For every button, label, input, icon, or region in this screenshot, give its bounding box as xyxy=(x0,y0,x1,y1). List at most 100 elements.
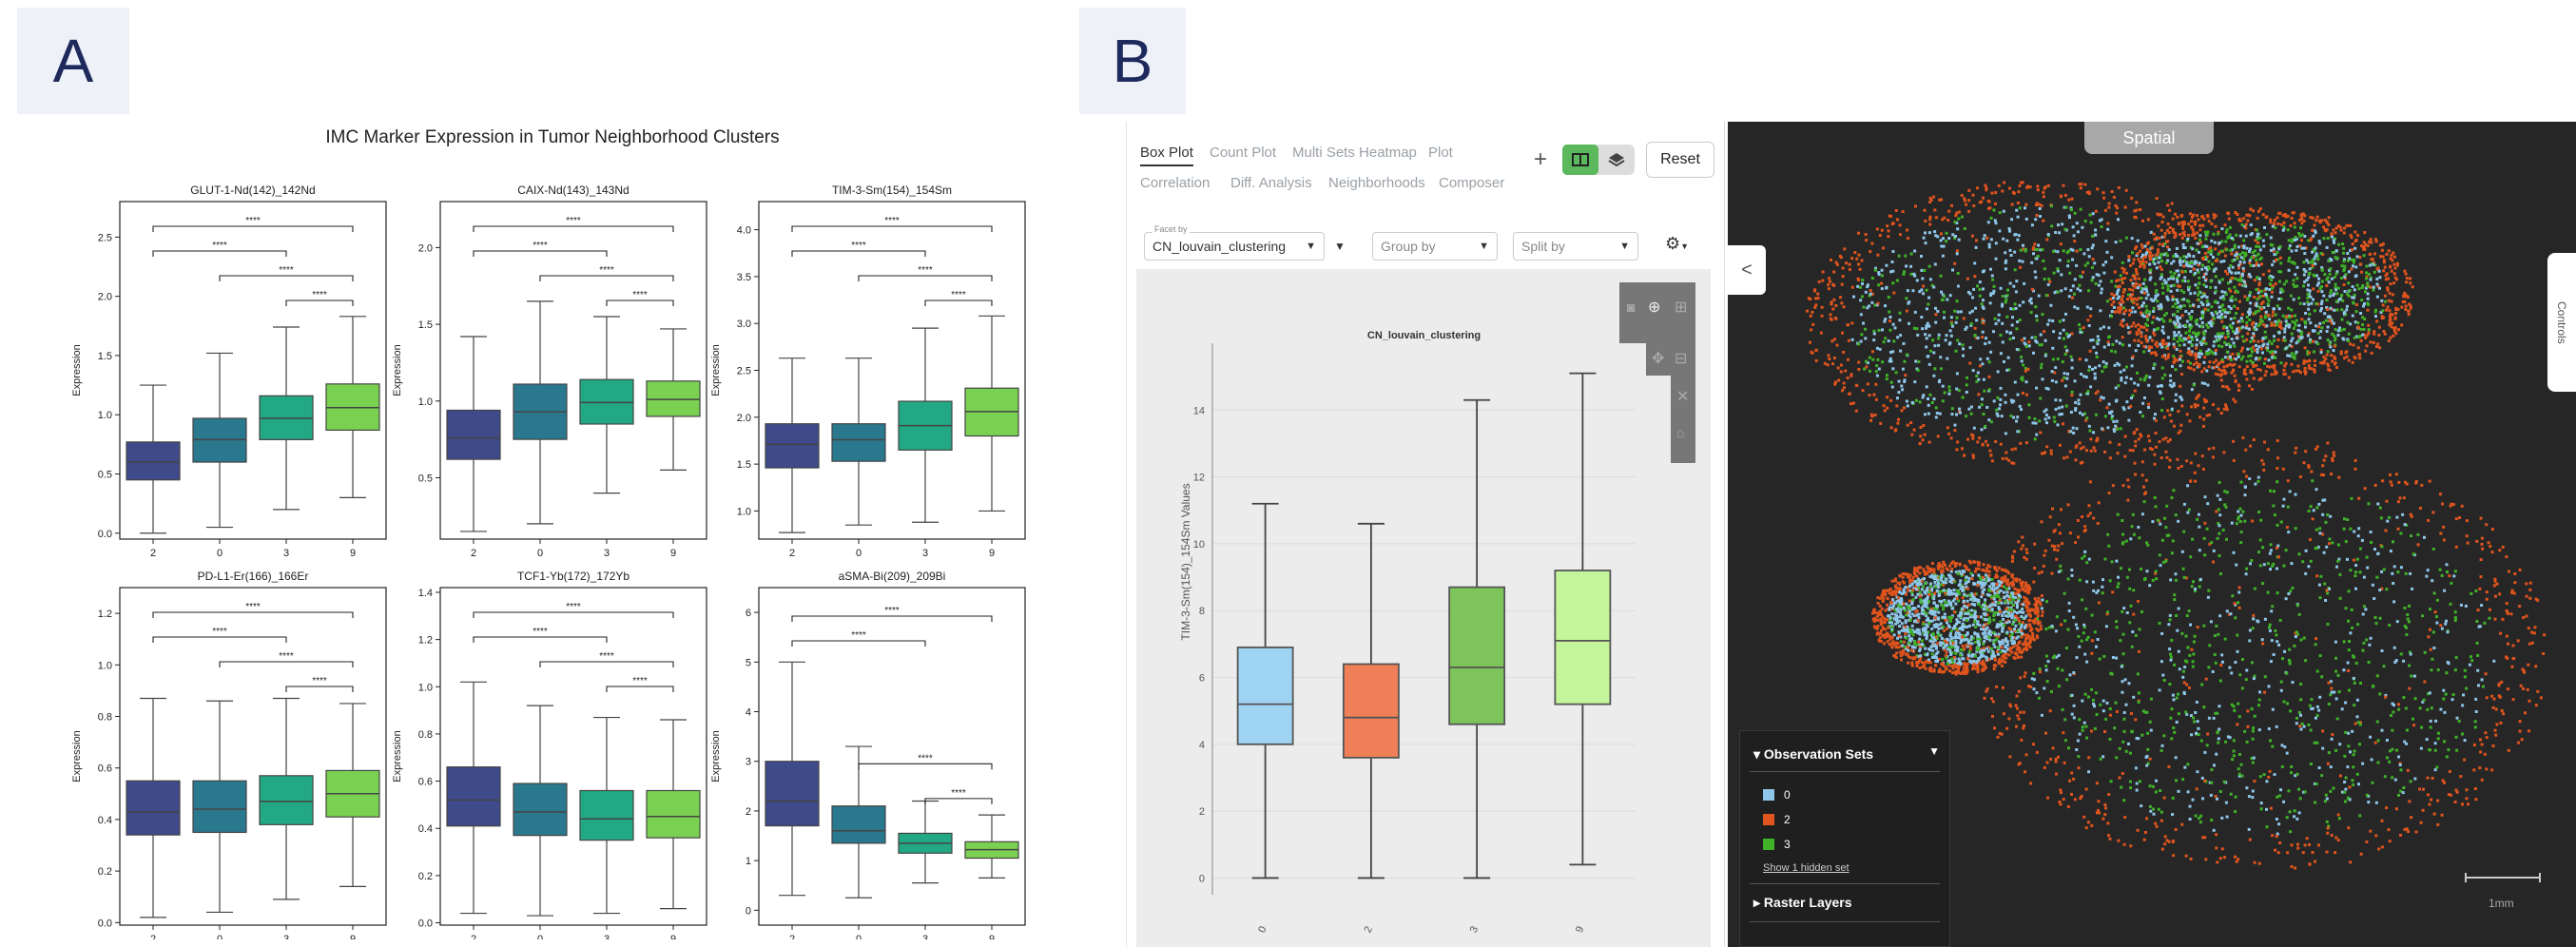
zoom-icon[interactable]: ⊕ xyxy=(1648,298,1660,317)
tab-plot[interactable]: Plot xyxy=(1428,145,1453,161)
cell-point xyxy=(1972,204,1975,207)
cell-point xyxy=(2315,219,2317,222)
cell-point xyxy=(2151,254,2154,257)
cell-point xyxy=(2204,858,2207,860)
y-tick-label: 1.4 xyxy=(418,588,433,599)
cell-point xyxy=(2361,334,2364,337)
gear-icon[interactable]: ⚙▼ xyxy=(1665,234,1689,254)
cell-point xyxy=(2146,315,2149,318)
split-by-select[interactable]: Split by ▼ xyxy=(1513,232,1638,261)
tab-count-plot[interactable]: Count Plot xyxy=(1210,145,1276,161)
cell-point xyxy=(2335,697,2338,700)
cell-point xyxy=(2225,406,2228,409)
cell-point xyxy=(1852,402,1855,405)
cell-point xyxy=(2256,217,2259,220)
cell-point xyxy=(2212,256,2215,259)
cell-point xyxy=(2122,271,2125,274)
zoom-out-icon[interactable]: ⊟ xyxy=(1675,349,1687,368)
cell-point xyxy=(2009,249,2012,252)
cell-point xyxy=(2219,360,2222,363)
cell-point xyxy=(1876,254,1879,257)
cell-point xyxy=(2314,275,2316,278)
cell-point xyxy=(2127,419,2130,422)
cell-point xyxy=(2175,572,2178,575)
cell-point xyxy=(2384,333,2387,336)
cell-point xyxy=(1943,245,1946,248)
cell-point xyxy=(2203,537,2206,540)
cell-point xyxy=(2164,526,2167,529)
spatial-view: Spatial < Controls ▾ Observation Sets ▼ … xyxy=(1728,122,2576,947)
chevron-down-icon[interactable]: ▼ xyxy=(1334,240,1346,253)
cell-point xyxy=(2431,668,2433,671)
cell-point xyxy=(2406,613,2409,616)
cell-point xyxy=(2215,846,2218,849)
cell-point xyxy=(2397,500,2400,503)
cell-point xyxy=(2343,755,2346,758)
cell-point xyxy=(2361,284,2364,287)
cell-point xyxy=(2327,350,2330,353)
cell-point xyxy=(2025,394,2028,396)
cell-point xyxy=(2012,337,2015,339)
cell-point xyxy=(2056,615,2059,618)
cell-point xyxy=(1928,216,1931,219)
add-button[interactable]: + xyxy=(1534,146,1547,173)
tab-composer[interactable]: Composer xyxy=(1439,175,1504,191)
cell-point xyxy=(1881,269,1884,272)
cell-point xyxy=(1884,337,1887,339)
cell-point xyxy=(2151,520,2154,523)
cell-point xyxy=(2041,607,2043,609)
tab-box-plot[interactable]: Box Plot xyxy=(1140,145,1193,166)
group-by-select[interactable]: Group by ▼ xyxy=(1372,232,1498,261)
cell-point xyxy=(2180,215,2183,218)
pan-icon[interactable]: ✥ xyxy=(1652,349,1664,368)
tab-multi-sets-heatmap[interactable]: Multi Sets Heatmap xyxy=(1292,145,1417,161)
home-icon[interactable]: ⌂ xyxy=(1676,425,1684,440)
cell-point xyxy=(2181,237,2184,240)
cell-point xyxy=(2144,322,2147,325)
camera-icon[interactable]: ◙ xyxy=(1627,300,1635,315)
cell-point xyxy=(2191,247,2194,250)
cell-point xyxy=(1921,278,1924,280)
cell-point xyxy=(2343,328,2346,331)
cell-point xyxy=(2249,291,2252,294)
cell-point xyxy=(2068,609,2071,612)
autoscale-icon[interactable]: ✕ xyxy=(1676,387,1689,406)
tab-diff-analysis[interactable]: Diff. Analysis xyxy=(1230,175,1312,191)
cell-point xyxy=(2101,427,2103,430)
cell-point xyxy=(2218,509,2220,512)
cell-point xyxy=(2063,456,2065,459)
cell-point xyxy=(1992,330,1995,333)
cell-point xyxy=(1896,336,1899,338)
significance-label: **** xyxy=(599,651,614,662)
cell-point xyxy=(2276,480,2278,483)
tab-neighborhoods[interactable]: Neighborhoods xyxy=(1328,175,1425,191)
cell-point xyxy=(1949,294,1952,297)
view-toggle[interactable] xyxy=(1562,145,1635,175)
cell-point xyxy=(1991,279,1994,281)
cell-point xyxy=(1962,355,1965,358)
reset-button[interactable]: Reset xyxy=(1646,142,1714,178)
cell-point xyxy=(2202,338,2205,340)
cell-point xyxy=(1961,216,1964,219)
cell-point xyxy=(2095,210,2098,213)
panel-letter-b: B xyxy=(1079,8,1186,114)
facet-by-select[interactable]: Facet by CN_louvain_clustering ▼ xyxy=(1144,232,1325,261)
tab-correlation[interactable]: Correlation xyxy=(1140,175,1210,191)
cell-point xyxy=(2208,220,2211,222)
cell-point xyxy=(2377,762,2380,764)
cell-point xyxy=(2256,340,2259,343)
cell-point xyxy=(2072,432,2075,435)
cell-point xyxy=(1940,239,1943,242)
cell-point xyxy=(2164,281,2167,284)
cell-point xyxy=(2271,244,2274,247)
cell-point xyxy=(2092,431,2095,434)
cell-point xyxy=(2191,261,2194,264)
zoom-in-icon[interactable]: ⊞ xyxy=(1675,298,1687,317)
layers-icon[interactable] xyxy=(1598,145,1635,175)
cell-point xyxy=(2215,625,2218,628)
split-view-icon[interactable] xyxy=(1562,145,1598,175)
cell-point xyxy=(2298,219,2301,222)
cell-point xyxy=(2274,373,2276,376)
cell-point xyxy=(1992,290,1995,293)
cell-point xyxy=(2202,705,2205,708)
